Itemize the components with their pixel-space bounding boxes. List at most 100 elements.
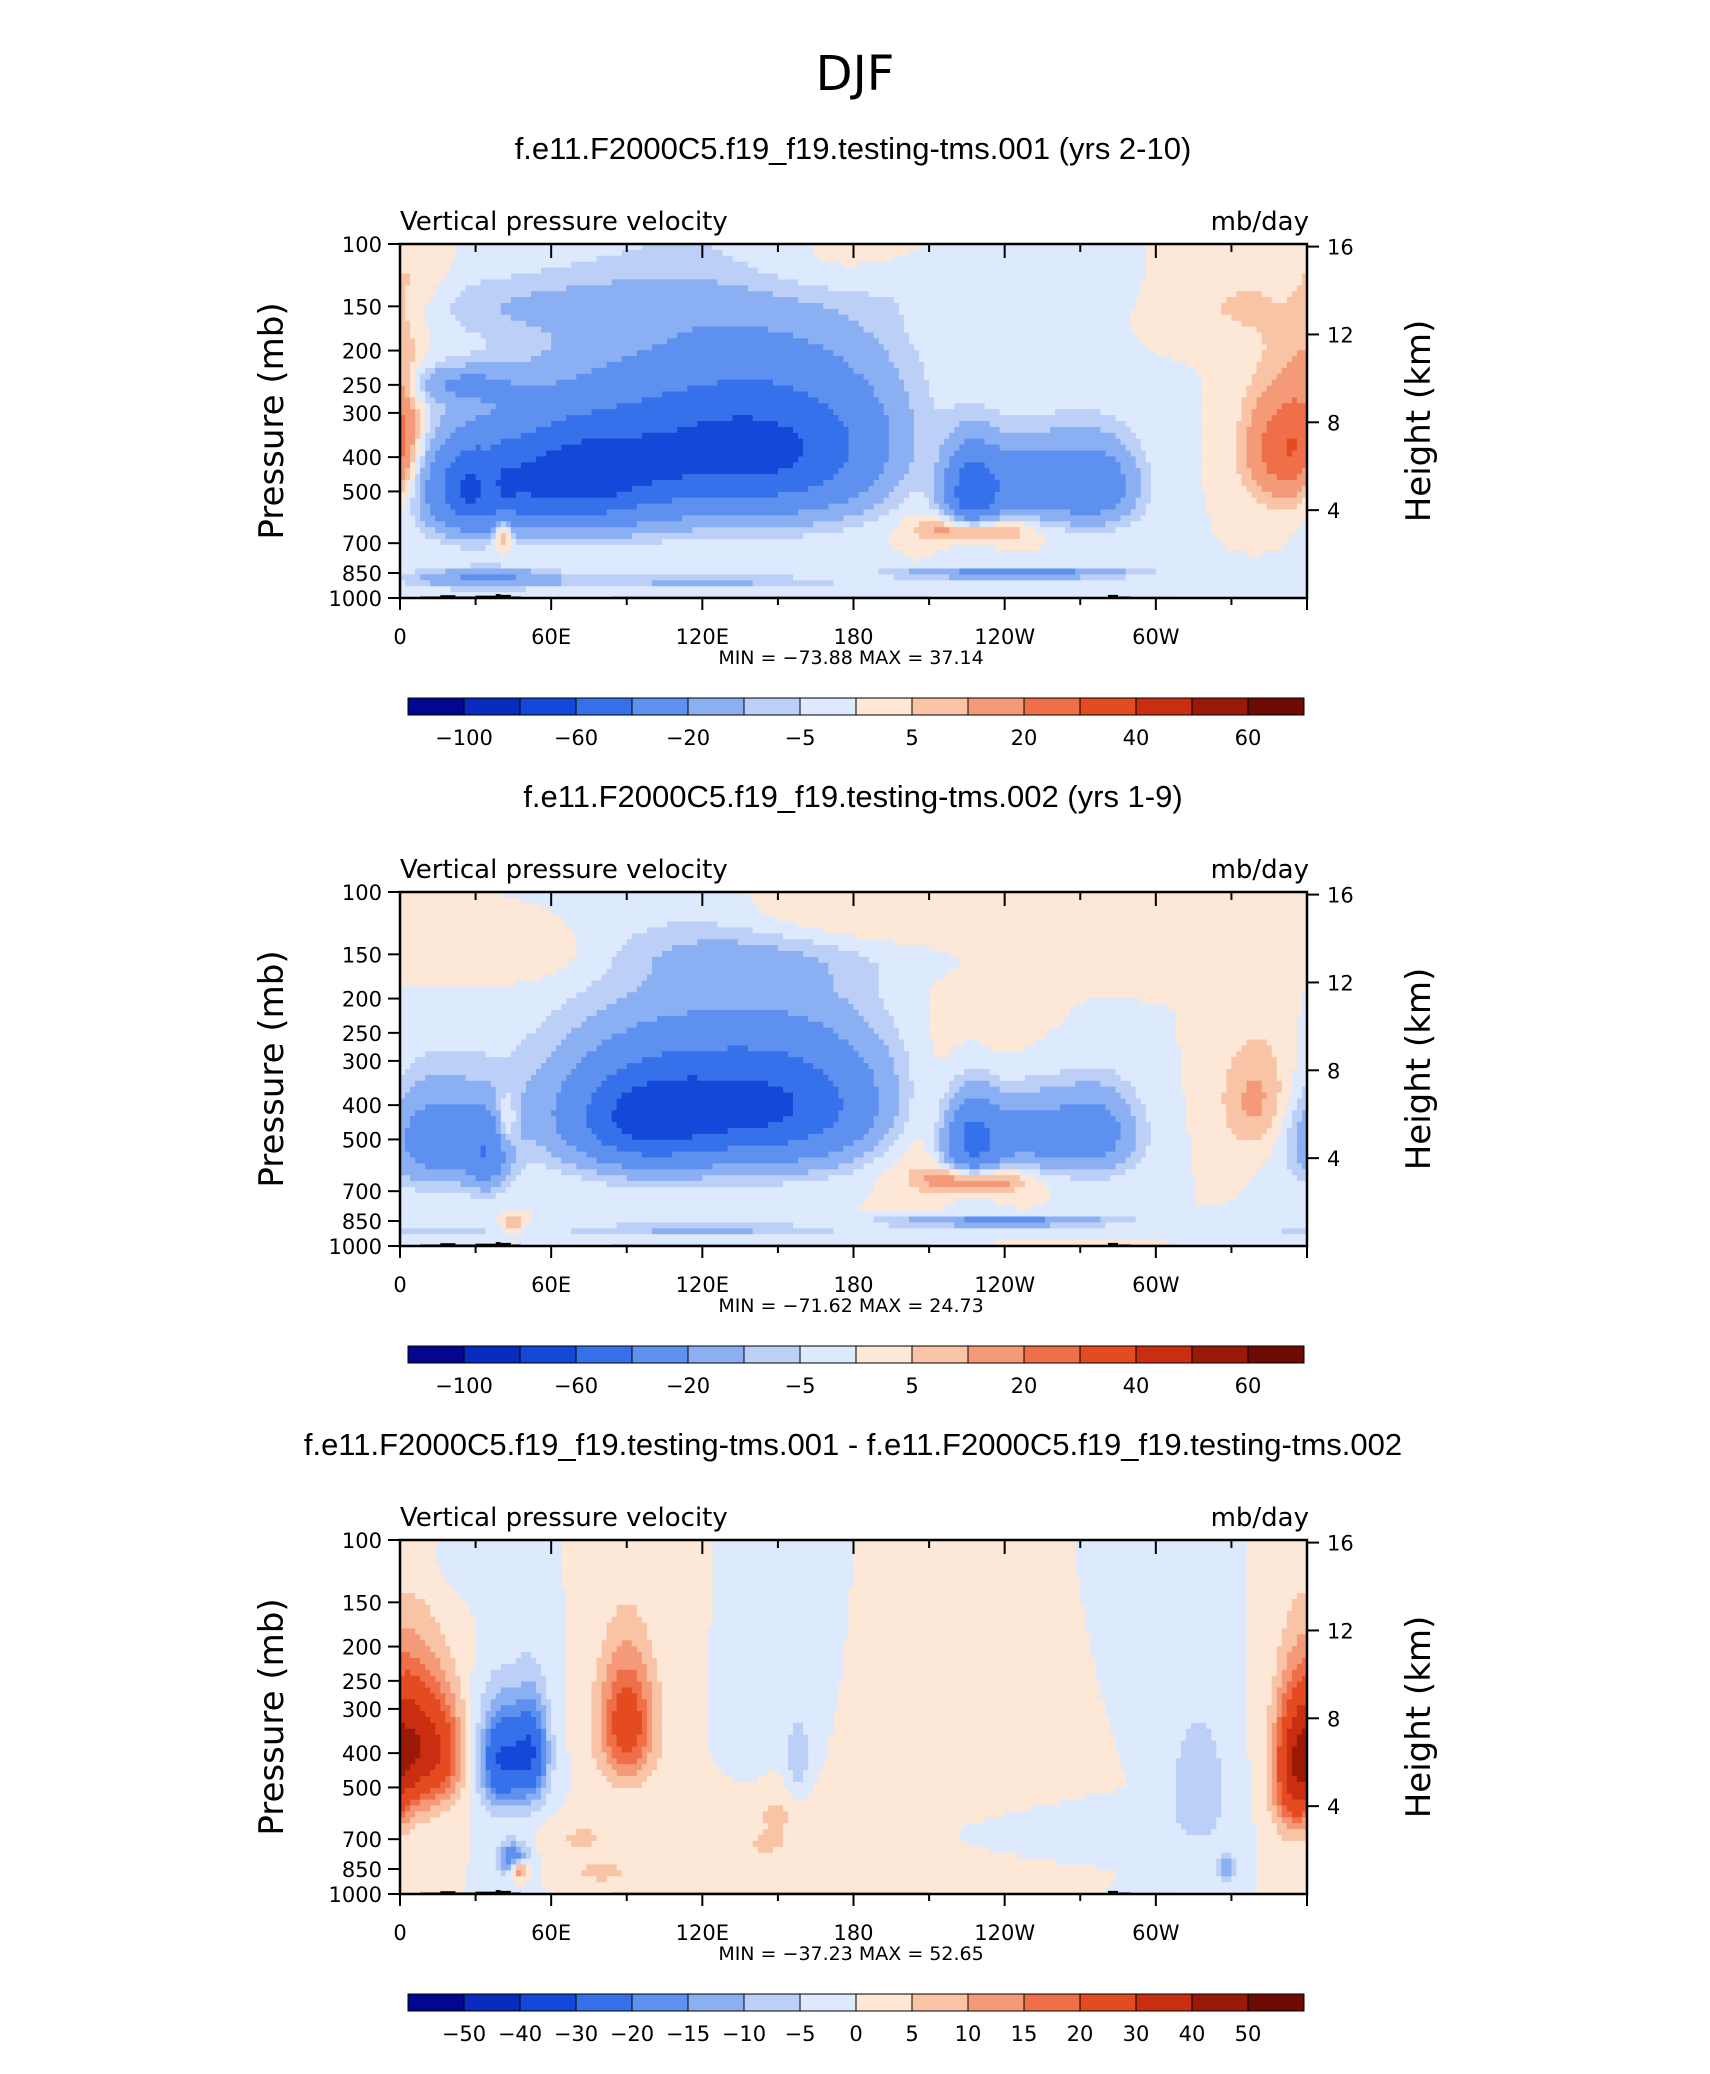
contour-cell	[410, 480, 416, 487]
contour-cell	[954, 515, 965, 522]
contour-cell	[1019, 1169, 1041, 1176]
contour-cell	[1080, 1587, 1248, 1594]
contour-cell	[445, 1669, 457, 1677]
contour-cell	[1281, 1787, 1288, 1795]
contour-cell	[858, 261, 1147, 269]
contour-cell	[1271, 1687, 1278, 1694]
contour-cell	[500, 485, 633, 493]
contour-cell	[606, 968, 653, 976]
contour-cell	[939, 515, 950, 522]
contour-cell	[500, 1852, 507, 1860]
contour-cell	[420, 509, 431, 516]
contour-cell	[430, 580, 562, 587]
colorbar-box	[911, 1345, 969, 1364]
contour-cell	[903, 474, 935, 481]
contour-cell	[1256, 497, 1303, 505]
contour-cell	[455, 1717, 462, 1724]
contour-cell	[510, 1840, 517, 1848]
contour-cell	[400, 391, 406, 398]
contour-cell	[515, 1870, 522, 1877]
contour-cell	[596, 1669, 608, 1677]
contour-cell	[475, 1640, 567, 1647]
contour-cell	[551, 332, 678, 339]
contour-cell	[954, 509, 1001, 516]
contour-cell	[631, 1687, 643, 1694]
contour-cell	[465, 1864, 497, 1871]
contour-cell	[405, 1722, 436, 1730]
colorbar-label: 60	[1235, 726, 1262, 750]
contour-cell	[485, 1746, 502, 1753]
contour-cell	[566, 1734, 593, 1742]
y-right-tick-label: 4	[1327, 499, 1340, 523]
contour-cell	[1261, 1086, 1283, 1094]
contour-cell	[400, 291, 406, 298]
contour-cell	[959, 1829, 1187, 1836]
contour-cell	[994, 1198, 1046, 1206]
y-tick-label: 100	[342, 1529, 382, 1553]
contour-cell	[1236, 1858, 1258, 1866]
contour-cell	[782, 1776, 794, 1783]
contour-cell	[1181, 1086, 1227, 1094]
contour-cell	[934, 468, 945, 475]
contour-cell	[450, 261, 572, 269]
contour-cell	[561, 1133, 598, 1141]
contour-cell	[490, 1675, 547, 1683]
contour-cell	[1291, 1758, 1308, 1765]
contour-cell	[823, 1069, 875, 1076]
contour-cell	[566, 415, 734, 422]
contour-cell	[1286, 1705, 1298, 1712]
contour-cell	[893, 1015, 930, 1023]
contour-cell	[1276, 1092, 1293, 1100]
contour-cell	[898, 303, 1137, 310]
contour-cell	[878, 515, 905, 522]
contour-cell	[400, 338, 416, 345]
contour-cell	[500, 1705, 537, 1712]
contour-cell	[405, 1787, 431, 1795]
contour-cell	[546, 1776, 552, 1783]
contour-cell	[1276, 1663, 1288, 1671]
contour-cell	[782, 1086, 839, 1094]
contour-cell	[410, 1817, 431, 1824]
contour-cell	[460, 1593, 567, 1600]
contour-cell	[1115, 1116, 1137, 1123]
contour-cell	[1175, 1817, 1217, 1824]
contour-cell	[1246, 1699, 1273, 1706]
contour-cell	[400, 1876, 467, 1883]
contour-cell	[606, 1728, 613, 1736]
contour-cell	[1110, 1717, 1248, 1724]
contour-cell	[656, 1758, 714, 1765]
contour-cell	[566, 1593, 714, 1600]
contour-cell	[1145, 273, 1303, 280]
contour-cell	[919, 1187, 1016, 1194]
contour-cell	[611, 1652, 643, 1659]
contour-cell	[1266, 1781, 1273, 1789]
terrain-block	[495, 594, 501, 599]
contour-cell	[1296, 1039, 1308, 1046]
contour-cell	[460, 1752, 467, 1759]
contour-cell	[1291, 1122, 1298, 1129]
contour-cell	[425, 415, 431, 422]
contour-cell	[1276, 1793, 1283, 1801]
contour-cell	[939, 1145, 950, 1153]
contour-cell	[470, 1840, 502, 1848]
contour-cell	[1301, 1817, 1308, 1824]
contour-cell	[969, 1840, 1258, 1848]
contour-cell	[1075, 1557, 1248, 1565]
contour-cell	[813, 1063, 870, 1070]
contour-cell	[808, 1752, 829, 1759]
contour-cell	[400, 385, 406, 393]
contour-cell	[400, 939, 577, 946]
contour-cell	[1296, 1634, 1308, 1641]
y-tick-label: 250	[342, 1670, 382, 1694]
contour-cell	[732, 255, 819, 263]
contour-cell	[520, 1110, 552, 1117]
contour-cell	[1251, 1781, 1268, 1789]
contour-cell	[707, 1687, 839, 1694]
colorbar-label: 50	[1235, 2022, 1262, 2046]
contour-cell	[959, 1169, 970, 1176]
contour-cell	[934, 527, 950, 534]
contour-cell	[566, 1740, 593, 1748]
contour-cell	[1296, 1033, 1308, 1041]
contour-cell	[1286, 1711, 1298, 1718]
contour-cell	[878, 1110, 900, 1117]
